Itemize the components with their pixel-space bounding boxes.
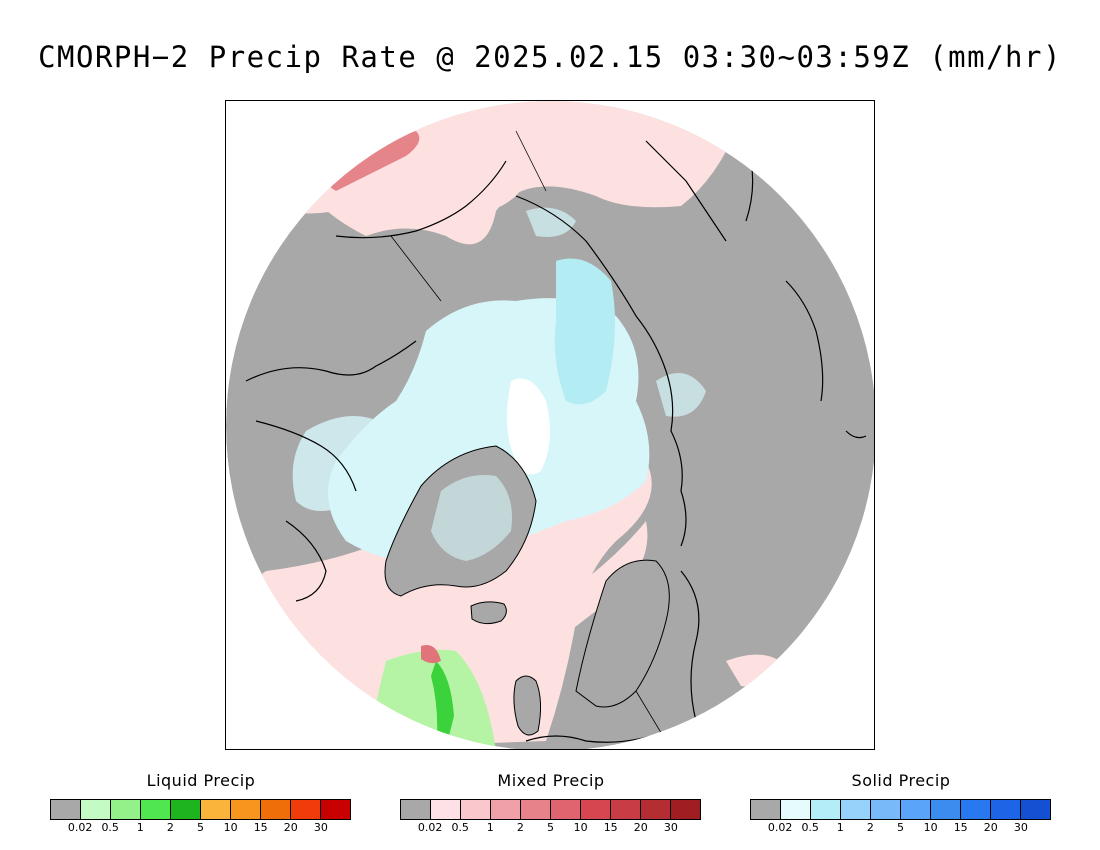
legend-tick-label: 0.5 bbox=[101, 821, 119, 834]
legend-ticks: 0.02 0.5 1 2 5 10 15 20 30 bbox=[750, 821, 1051, 835]
greenland-solid-overlay bbox=[431, 475, 512, 561]
solid-precip-legend: Solid Precip 0.02 0.5 1 2 5 10 15 20 30 bbox=[750, 770, 1052, 835]
legend-tick-label: 30 bbox=[663, 821, 678, 834]
legend-tick-label: 5 bbox=[547, 821, 554, 834]
east-siberia-solid-patch bbox=[526, 207, 576, 237]
legend-swatch bbox=[611, 800, 641, 819]
legend-tick-label: 30 bbox=[313, 821, 328, 834]
legend-tick-label: 0.02 bbox=[417, 821, 443, 834]
legend-swatch bbox=[751, 800, 781, 819]
legend-swatch bbox=[521, 800, 551, 819]
legend-tick-label: 30 bbox=[1013, 821, 1028, 834]
legend-swatch bbox=[261, 800, 291, 819]
legend-title: Liquid Precip bbox=[146, 771, 256, 790]
legend-swatch bbox=[171, 800, 201, 819]
arctic-white-core bbox=[507, 378, 550, 475]
legend-tick-label: 2 bbox=[516, 821, 524, 834]
scandinavia bbox=[575, 559, 670, 708]
legend-swatch bbox=[431, 800, 461, 819]
legend-ticks: 0.02 0.5 1 2 5 10 15 20 30 bbox=[400, 821, 701, 835]
legend-swatch bbox=[931, 800, 961, 819]
legend-tick-label: 0.5 bbox=[801, 821, 819, 834]
canada-solid-area bbox=[292, 416, 396, 511]
legend-ticks: 0.02 0.5 1 2 5 10 15 20 30 bbox=[50, 821, 351, 835]
legend-swatch bbox=[811, 800, 841, 819]
legend-tick-label: 0.02 bbox=[767, 821, 793, 834]
legend-title: Mixed Precip bbox=[497, 771, 605, 790]
legend-tick-label: 15 bbox=[953, 821, 968, 834]
legend-swatch bbox=[871, 800, 901, 819]
legend-tick-label: 15 bbox=[603, 821, 618, 834]
legend-title: Solid Precip bbox=[851, 771, 951, 790]
legend-color-bar bbox=[400, 799, 701, 820]
legend-swatch bbox=[201, 800, 231, 819]
legend-swatch bbox=[401, 800, 431, 819]
legend-tick-label: 2 bbox=[166, 821, 174, 834]
legend-swatch bbox=[111, 800, 141, 819]
legend-swatch bbox=[291, 800, 321, 819]
coastlines bbox=[245, 125, 867, 743]
legend-swatch bbox=[81, 800, 111, 819]
legend-swatch bbox=[141, 800, 171, 819]
legend-swatch bbox=[491, 800, 521, 819]
mixed-precip-legend: Mixed Precip 0.02 0.5 1 2 5 10 15 20 30 bbox=[400, 770, 702, 835]
gulf-alaska-strong-band bbox=[321, 131, 420, 191]
legend-tick-label: 10 bbox=[223, 821, 238, 834]
legend-tick-label: 1 bbox=[136, 821, 144, 834]
legend-swatch bbox=[321, 800, 350, 819]
british-isles bbox=[513, 675, 542, 736]
legend-tick-label: 5 bbox=[897, 821, 904, 834]
legend-swatch bbox=[461, 800, 491, 819]
legend-tick-label: 10 bbox=[923, 821, 938, 834]
legend-swatch bbox=[901, 800, 931, 819]
liquid-precip-legend: Liquid Precip 0.02 0.5 1 2 5 10 15 20 30 bbox=[50, 770, 352, 835]
legend-swatch bbox=[671, 800, 700, 819]
legend-tick-label: 10 bbox=[573, 821, 588, 834]
legend-swatch bbox=[961, 800, 991, 819]
legend-swatch bbox=[781, 800, 811, 819]
legend-tick-label: 0.02 bbox=[67, 821, 93, 834]
legend-swatch bbox=[641, 800, 671, 819]
legend-tick-label: 2 bbox=[866, 821, 874, 834]
legend-swatch bbox=[841, 800, 871, 819]
atlantic-mixed-strong-patch bbox=[421, 645, 441, 664]
siberia-solid-patch bbox=[656, 373, 706, 417]
legend-tick-label: 1 bbox=[486, 821, 494, 834]
iceland bbox=[470, 601, 507, 625]
legend-tick-label: 1 bbox=[836, 821, 844, 834]
legend-tick-label: 5 bbox=[197, 821, 204, 834]
legend-color-bar bbox=[50, 799, 351, 820]
norwegian-sea-mixed-area bbox=[526, 521, 648, 661]
legend-tick-label: 20 bbox=[633, 821, 648, 834]
legend-color-bar bbox=[750, 799, 1051, 820]
legend-tick-label: 20 bbox=[283, 821, 298, 834]
chart-title: CMORPH−2 Precip Rate @ 2025.02.15 03:30~… bbox=[38, 40, 1062, 74]
bering-mixed-area bbox=[471, 101, 556, 210]
legend-tick-label: 15 bbox=[253, 821, 268, 834]
legend-swatch bbox=[581, 800, 611, 819]
legend-swatch bbox=[991, 800, 1021, 819]
legend-swatch bbox=[551, 800, 581, 819]
legend-tick-label: 0.5 bbox=[451, 821, 469, 834]
legend-swatch bbox=[51, 800, 81, 819]
legend-swatch bbox=[1021, 800, 1050, 819]
arctic-solid-east-area bbox=[554, 258, 615, 405]
legend-swatch bbox=[231, 800, 261, 819]
polar-precip-map bbox=[225, 100, 875, 750]
legend-tick-label: 20 bbox=[983, 821, 998, 834]
atlantic-liquid-core bbox=[431, 661, 454, 749]
